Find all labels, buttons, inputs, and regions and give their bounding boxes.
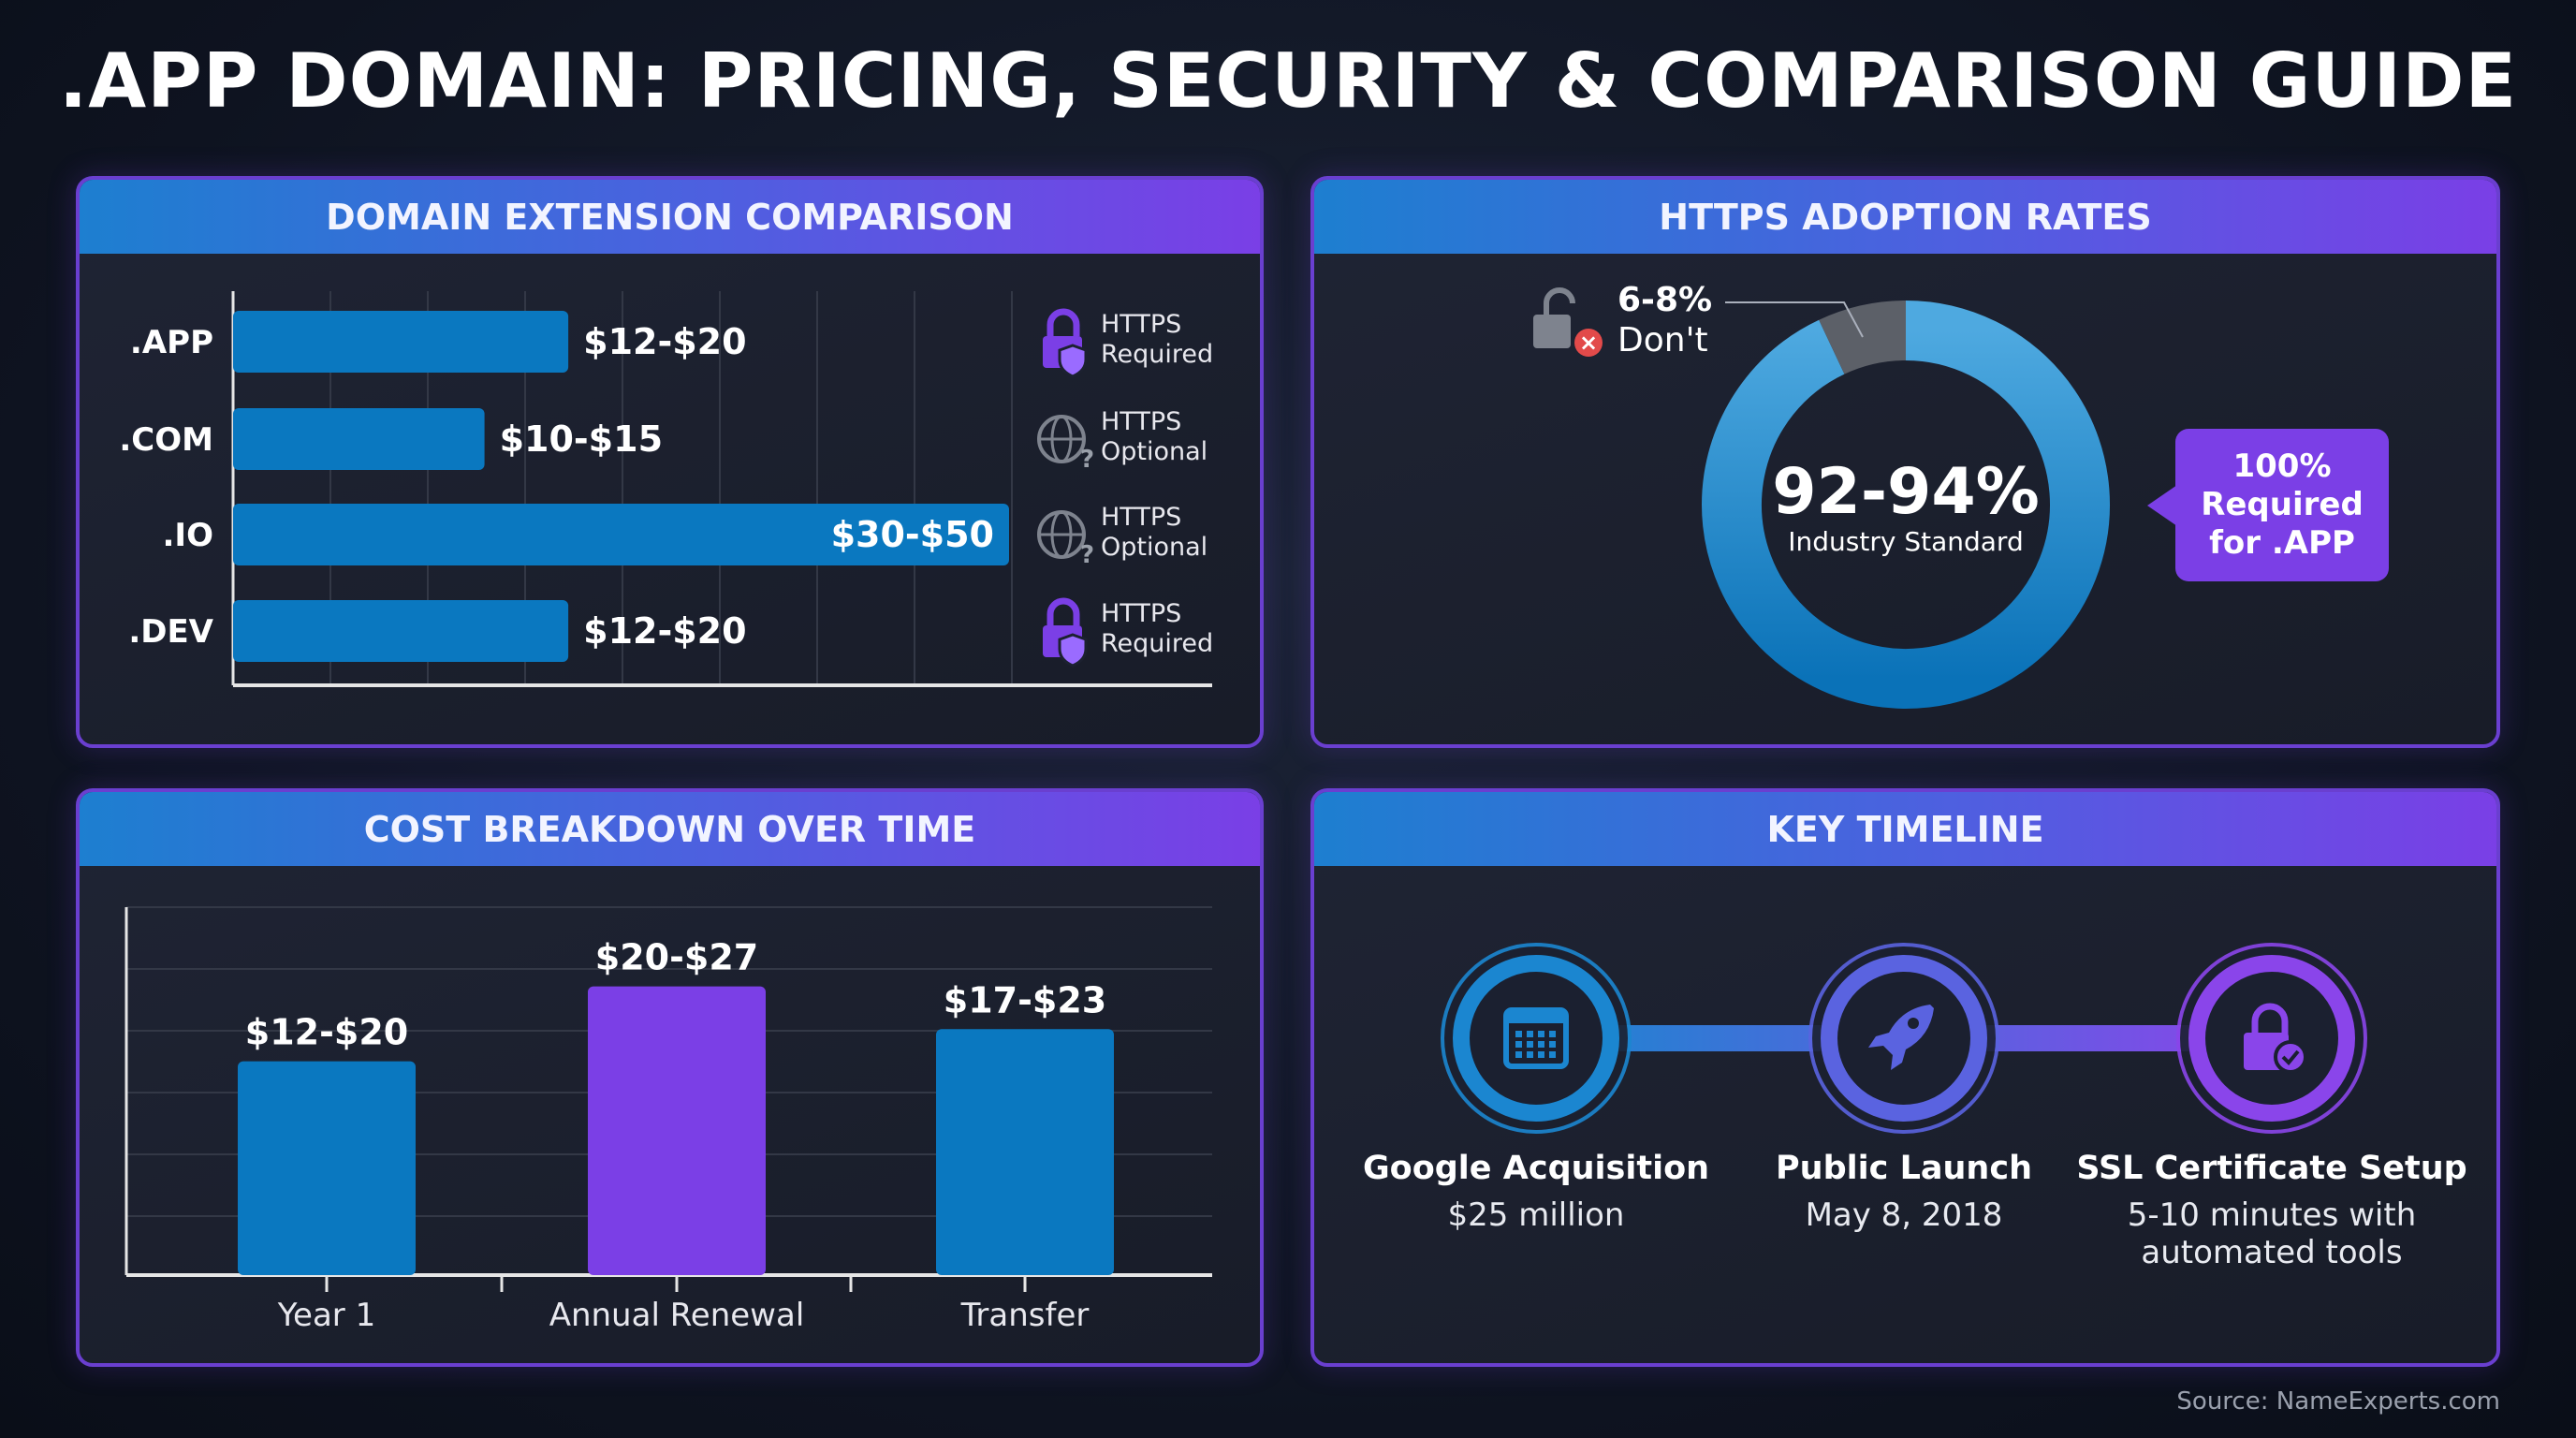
shield [1058, 344, 1088, 378]
lock-shackle [2251, 1003, 2289, 1034]
lock-check-icon [2244, 1003, 2307, 1074]
timeline-node-ring [1453, 955, 1619, 1122]
bar-value-label: $10-$15 [500, 418, 663, 460]
page-title: .APP DOMAIN: PRICING, SECURITY & COMPARI… [58, 37, 2518, 125]
bar [233, 408, 485, 470]
calendar-dot [1549, 1031, 1556, 1037]
timeline-subtitle: automated tools [2141, 1234, 2403, 1271]
category-label: .COM [119, 421, 213, 459]
bar [936, 1029, 1114, 1275]
category-label: .APP [130, 324, 213, 361]
callout-line: 100% [2232, 448, 2332, 485]
bar-value-label: $30-$50 [831, 514, 994, 555]
calendar-dot [1515, 1051, 1522, 1058]
lock-shackle [1046, 308, 1080, 336]
timeline-title: Public Launch [1776, 1150, 2032, 1187]
error-badge [1574, 329, 1603, 357]
donut-center-label: Industry Standard [1788, 526, 2024, 557]
lock-shield-icon [1043, 597, 1088, 668]
calendar-dot [1515, 1041, 1522, 1048]
dont-label: Don't [1617, 321, 1708, 360]
bar [233, 504, 1009, 565]
rocket-window [1908, 1018, 1919, 1029]
bar-value-label: $20-$27 [595, 937, 758, 978]
https-status-line1: HTTPS [1101, 310, 1181, 339]
category-label: Year 1 [277, 1297, 375, 1334]
calendar-dot [1549, 1041, 1556, 1048]
calendar-top [1506, 1010, 1566, 1023]
calendar-dot [1538, 1031, 1544, 1037]
donut-slice [1702, 301, 2110, 709]
calendar-icon [1503, 1007, 1569, 1069]
globe-question-icon [1037, 510, 1086, 559]
question-mark: ? [1080, 446, 1094, 474]
callout-line: for .APP [2209, 524, 2355, 562]
question-mark: ? [1080, 541, 1094, 569]
lock-body [1533, 315, 1571, 348]
x-mark: × [1579, 330, 1598, 356]
bar-value-label: $17-$23 [944, 979, 1106, 1020]
lock-shackle [1544, 287, 1575, 316]
globe-question-icon [1037, 415, 1086, 463]
leader-line [1725, 301, 1864, 338]
unlocked-lock-icon [1533, 287, 1603, 357]
https-status-line1: HTTPS [1101, 599, 1181, 628]
callout-line: Required [2201, 486, 2364, 523]
https-status-line2: Required [1101, 629, 1213, 658]
calendar-dot [1549, 1051, 1556, 1058]
dont-value: 6-8% [1617, 281, 1713, 319]
category-label: Annual Renewal [549, 1297, 805, 1334]
lock-shackle [1046, 597, 1080, 625]
timeline-title: SSL Certificate Setup [2076, 1150, 2467, 1187]
check-mark [2281, 1049, 2300, 1065]
bar [238, 1061, 416, 1275]
category-label: .DEV [128, 613, 213, 651]
panel-header: DOMAIN EXTENSION COMPARISON [80, 180, 1260, 254]
donut-center-value: 92-94% [1772, 455, 2040, 529]
bar [233, 311, 569, 373]
calendar-dot [1527, 1051, 1533, 1058]
timeline-title: Google Acquisition [1362, 1150, 1710, 1187]
panel-header: KEY TIMELINE [1314, 792, 2496, 866]
https-status-line2: Optional [1101, 437, 1208, 466]
https-status-line2: Required [1101, 340, 1213, 369]
category-label: .IO [163, 517, 213, 554]
rocket-icon [1868, 1005, 1934, 1070]
https-status-line1: HTTPS [1101, 407, 1181, 436]
https-status-line1: HTTPS [1101, 503, 1181, 532]
panel-header: HTTPS ADOPTION RATES [1314, 180, 2496, 254]
https-adoption-panel: HTTPS ADOPTION RATES [1310, 176, 2500, 748]
bar-value-label: $12-$20 [583, 321, 746, 362]
shield [1058, 633, 1088, 668]
bar [588, 986, 766, 1275]
calendar-dot [1538, 1051, 1544, 1058]
required-callout: 100% Required for .APP [2147, 429, 2389, 581]
timeline-subtitle: $25 million [1447, 1196, 1625, 1234]
bar-value-label: $12-$20 [583, 610, 746, 652]
calendar-dot [1527, 1041, 1533, 1048]
calendar-dot [1527, 1031, 1533, 1037]
check-badge [2274, 1040, 2307, 1074]
bar-value-label: $12-$20 [245, 1012, 408, 1053]
timeline-subtitle: 5-10 minutes with [2127, 1196, 2417, 1234]
calendar-dot [1538, 1041, 1544, 1048]
lock-shield-icon [1043, 308, 1088, 378]
panel-header: COST BREAKDOWN OVER TIME [80, 792, 1260, 866]
timeline-subtitle: May 8, 2018 [1805, 1196, 2003, 1234]
calendar-dot [1515, 1031, 1522, 1037]
https-status-line2: Optional [1101, 533, 1208, 562]
source-note: Source: NameExperts.com [2176, 1387, 2500, 1416]
bar [233, 600, 569, 662]
donut-slice [1819, 301, 1907, 374]
category-label: Transfer [960, 1297, 1090, 1334]
